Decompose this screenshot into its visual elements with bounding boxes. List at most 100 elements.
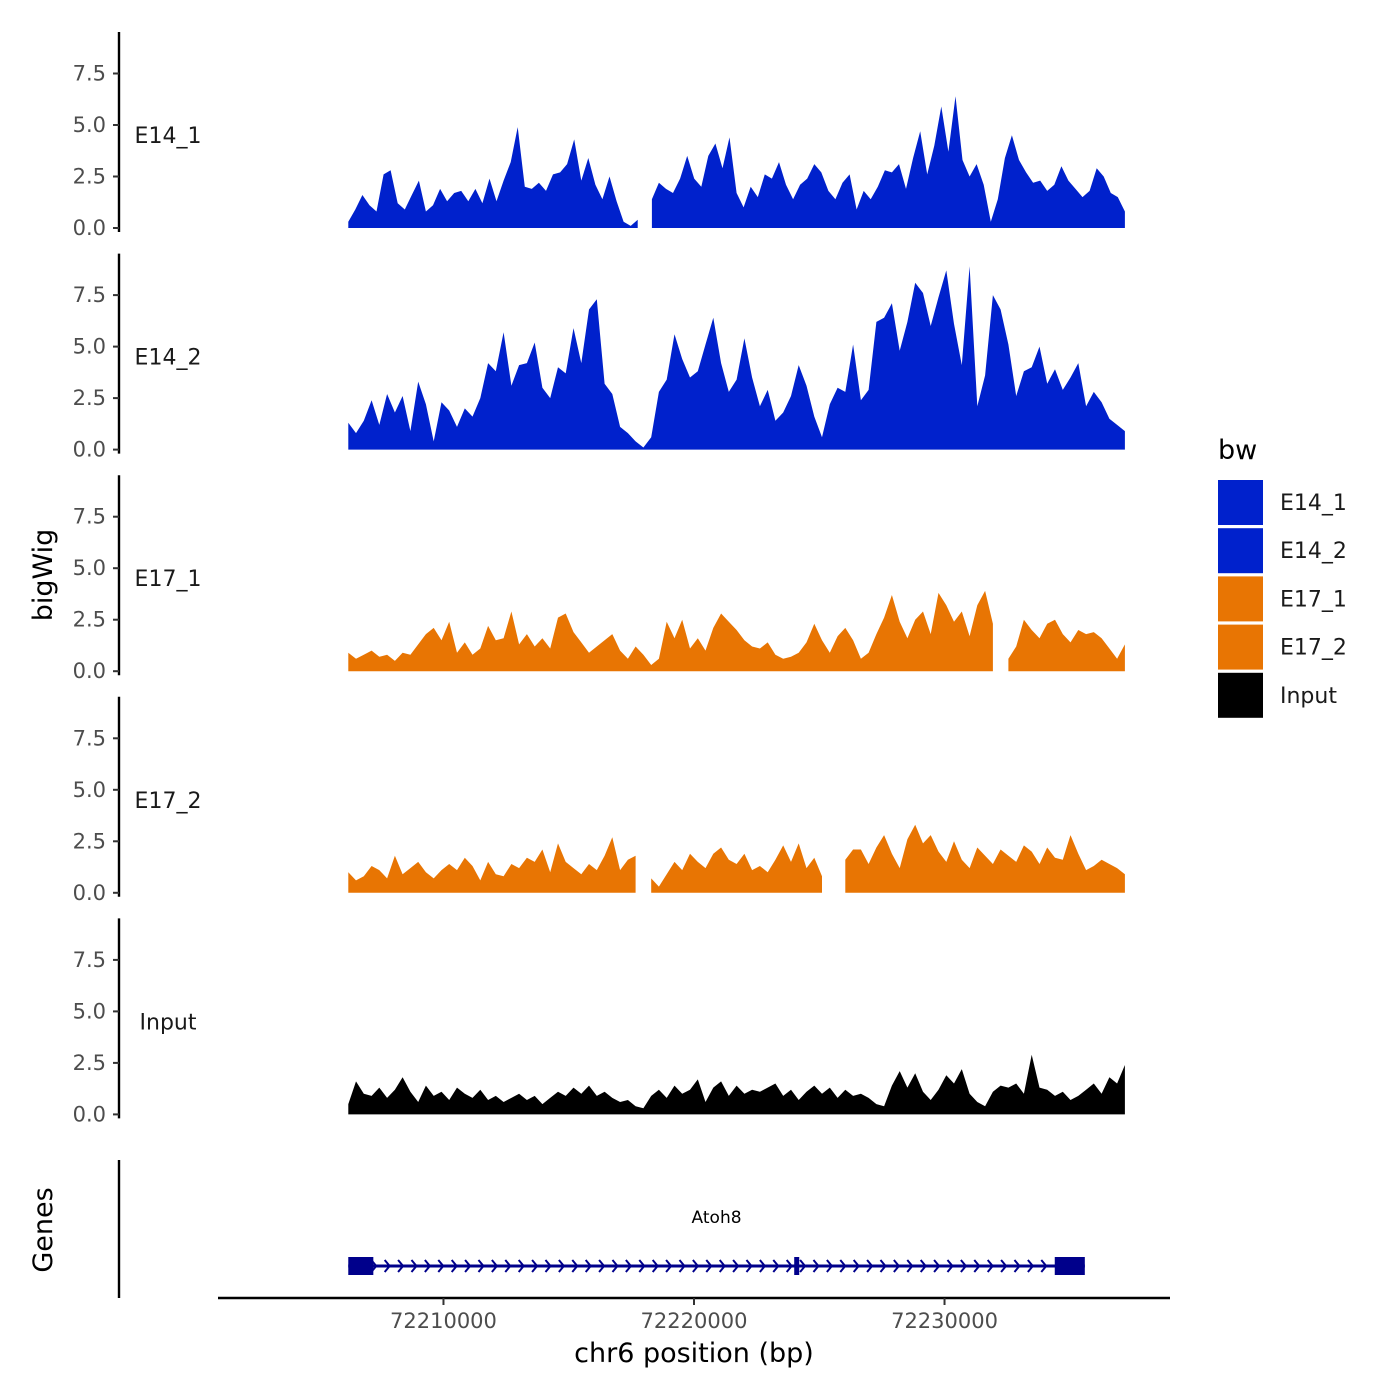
strand-chevron: [933, 1259, 941, 1273]
y-tick-label: 0.0: [73, 216, 106, 240]
x-tick-label: 72210000: [390, 1309, 497, 1333]
legend-swatch: [1218, 480, 1263, 525]
y-tick-label: 0.0: [73, 881, 106, 905]
legend-swatch: [1218, 672, 1263, 718]
strand-chevron: [705, 1259, 713, 1273]
strand-chevron: [665, 1259, 673, 1273]
x-axis: 72210000 72220000 72230000: [218, 1296, 1170, 1333]
track-label: E14_2: [135, 346, 202, 371]
y-tick-label: 0.0: [73, 1102, 106, 1126]
strand-chevron: [718, 1259, 726, 1273]
coverage-area: [348, 590, 993, 672]
y-tick-label: 2.5: [73, 386, 106, 410]
y-axis-title: bigWig: [28, 529, 59, 622]
y-tick-label: 7.5: [73, 948, 106, 972]
strand-chevron: [852, 1259, 860, 1273]
strand-chevron: [839, 1259, 847, 1273]
x-tick-label: 72220000: [641, 1309, 748, 1333]
gene-exon: [1054, 1257, 1085, 1275]
strand-chevron: [1013, 1259, 1021, 1273]
strand-chevron: [584, 1259, 592, 1273]
gene-atoh8: Atoh8: [348, 1208, 1085, 1275]
coverage-area: [348, 127, 638, 228]
legend: bw E14_1 E14_2 E17_1 E17_2 Input: [1218, 435, 1347, 718]
track-input: 0.0 2.5 5.0 7.5 Input: [73, 918, 1125, 1126]
legend-swatch: [1218, 576, 1263, 622]
legend-label: E17_1: [1280, 587, 1347, 612]
strand-chevron: [383, 1259, 391, 1273]
coverage-area: [651, 96, 1125, 228]
y-tick-label: 5.0: [73, 778, 106, 802]
x-axis-title: chr6 position (bp): [574, 1338, 814, 1369]
strand-chevron: [678, 1259, 686, 1273]
genes-panel: Atoh8: [117, 1160, 1085, 1298]
y-tick-label: 5.0: [73, 335, 106, 359]
track-e17-1: 0.0 2.5 5.0 7.5 E17_1: [73, 475, 1125, 683]
gene-exon: [348, 1257, 374, 1275]
strand-chevron: [906, 1259, 914, 1273]
strand-chevron: [625, 1259, 633, 1273]
y-tick-label: 2.5: [73, 1051, 106, 1075]
strand-chevron: [879, 1259, 887, 1273]
strand-chevron: [558, 1259, 566, 1273]
strand-chevron: [397, 1259, 405, 1273]
y-tick-label: 2.5: [73, 165, 106, 189]
strand-chevron: [785, 1259, 793, 1273]
legend-label: E17_2: [1280, 636, 1347, 661]
legend-item: E14_2: [1218, 528, 1347, 574]
strand-chevron: [986, 1259, 994, 1273]
strand-chevron: [531, 1259, 539, 1273]
coverage-area: [1008, 619, 1125, 672]
strand-chevron: [732, 1259, 740, 1273]
strand-chevron: [893, 1259, 901, 1273]
strand-chevron: [866, 1259, 874, 1273]
strand-chevron: [491, 1259, 499, 1273]
legend-item: E17_2: [1218, 624, 1347, 670]
gene-name-label: Atoh8: [692, 1208, 742, 1228]
y-tick-label: 7.5: [73, 283, 106, 307]
legend-swatch: [1218, 528, 1263, 574]
coverage-area: [651, 843, 822, 893]
legend-label: Input: [1280, 684, 1337, 709]
legend-label: E14_1: [1280, 491, 1347, 516]
strand-chevron: [919, 1259, 927, 1273]
legend-item: E17_1: [1218, 576, 1347, 622]
track-label: E17_1: [135, 567, 202, 592]
strand-chevron: [799, 1259, 807, 1273]
genes-panel-title: Genes: [28, 1187, 59, 1272]
legend-item: Input: [1218, 672, 1337, 718]
strand-chevron: [424, 1259, 432, 1273]
strand-chevron: [517, 1259, 525, 1273]
strand-chevron: [1027, 1259, 1035, 1273]
y-tick-label: 7.5: [73, 62, 106, 86]
strand-chevron: [651, 1259, 659, 1273]
strand-chevron: [437, 1259, 445, 1273]
strand-chevron: [464, 1259, 472, 1273]
x-tick-label: 72230000: [891, 1309, 998, 1333]
y-tick-label: 5.0: [73, 113, 106, 137]
track-e14-2: 0.0 2.5 5.0 7.5 E14_2: [73, 253, 1125, 462]
y-tick-label: 2.5: [73, 608, 106, 632]
coverage-area: [348, 266, 1125, 450]
track-e14-1: 0.0 2.5 5.0 7.5 E14_1: [73, 32, 1125, 240]
coverage-area: [845, 824, 1125, 893]
strand-chevron: [1040, 1259, 1048, 1273]
track-e17-2: 0.0 2.5 5.0 7.5 E17_2: [73, 696, 1125, 905]
legend-swatch: [1218, 624, 1263, 670]
strand-chevron: [973, 1259, 981, 1273]
legend-label: E14_2: [1280, 539, 1347, 564]
bigwig-tracks: 0.0 2.5 5.0 7.5 E14_1 0.0 2.5 5.0 7.5 E14_2 0.0 2.5…: [73, 32, 1125, 1126]
y-tick-label: 7.5: [73, 726, 106, 750]
strand-chevron: [960, 1259, 968, 1273]
strand-chevron: [772, 1259, 780, 1273]
strand-chevron: [611, 1259, 619, 1273]
strand-chevron: [544, 1259, 552, 1273]
strand-chevron: [450, 1259, 458, 1273]
y-tick-label: 2.5: [73, 829, 106, 853]
strand-chevron: [410, 1259, 418, 1273]
strand-chevron: [504, 1259, 512, 1273]
track-label: E14_1: [135, 124, 202, 149]
strand-chevron: [745, 1259, 753, 1273]
legend-title: bw: [1218, 435, 1257, 466]
